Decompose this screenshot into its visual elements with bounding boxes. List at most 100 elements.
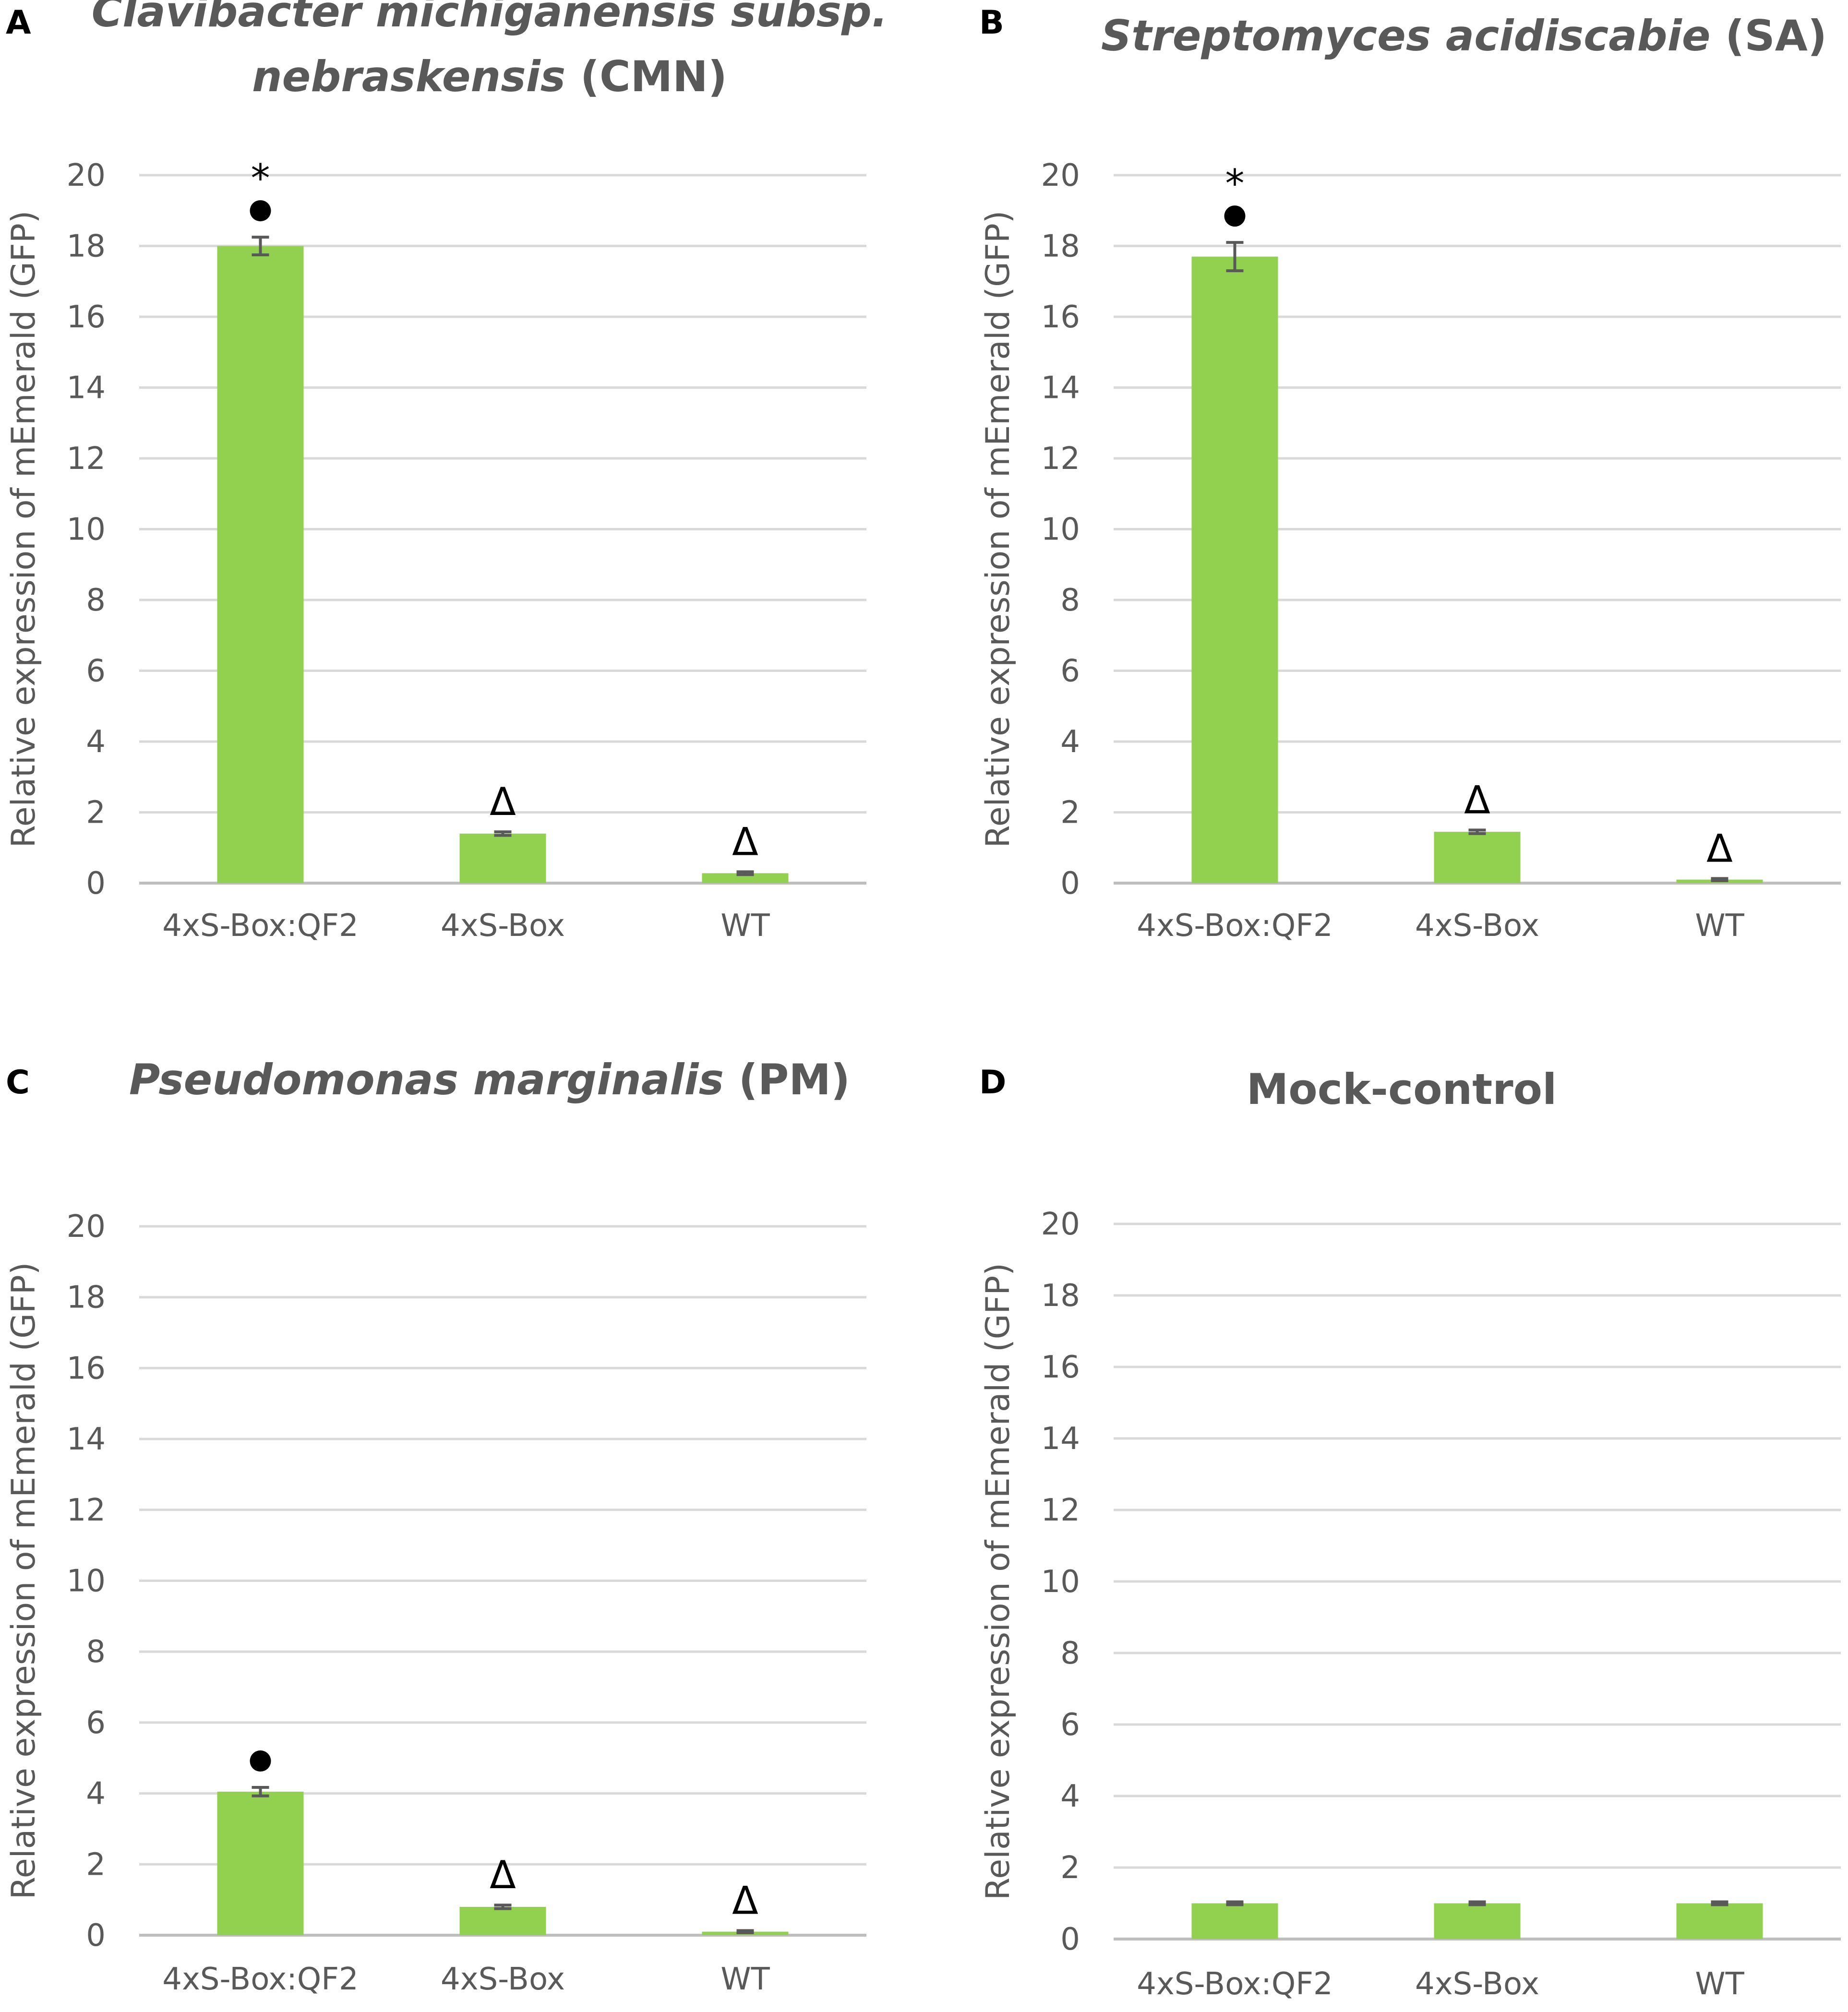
significance-dot bbox=[250, 200, 271, 222]
title-italic-part: Pseudomonas marginalis bbox=[129, 1055, 724, 1104]
y-tick-label: 16 bbox=[67, 299, 106, 335]
significance-dot bbox=[250, 1750, 271, 1772]
significance-mark: Δ bbox=[490, 1853, 516, 1897]
category-label: WT bbox=[1695, 908, 1744, 944]
bar bbox=[217, 246, 304, 883]
category-label: WT bbox=[720, 908, 770, 944]
y-axis-label: Relative expression of mEmerald (GFP) bbox=[979, 1263, 1017, 1900]
y-tick-label: 6 bbox=[1060, 1707, 1080, 1743]
y-tick-label: 0 bbox=[86, 866, 106, 901]
category-label: 4xS-Box bbox=[1415, 1966, 1539, 2002]
chart-title-line: Clavibacter michiganensis subsp. bbox=[92, 0, 888, 36]
title-italic-part: nebraskensis bbox=[252, 52, 565, 101]
title-suffix: (CMN) bbox=[565, 52, 727, 101]
chart-title: Mock-control bbox=[1247, 1065, 1557, 1114]
chart-title-line: nebraskensis (CMN) bbox=[252, 52, 727, 101]
y-tick-label: 4 bbox=[86, 724, 106, 760]
y-tick-label: 6 bbox=[1060, 654, 1080, 689]
panel-label: C bbox=[6, 1064, 30, 1102]
y-tick-label: 8 bbox=[86, 1634, 106, 1670]
y-tick-label: 10 bbox=[1041, 1564, 1080, 1600]
y-axis-label: Relative expression of mEmerald (GFP) bbox=[979, 211, 1017, 848]
title-suffix: (SA) bbox=[1711, 11, 1827, 60]
category-label: 4xS-Box bbox=[441, 1962, 565, 1997]
category-label: WT bbox=[720, 1962, 770, 1997]
significance-mark: * bbox=[251, 156, 270, 201]
y-tick-label: 16 bbox=[1041, 299, 1080, 335]
y-tick-label: 8 bbox=[1060, 583, 1080, 618]
y-tick-label: 10 bbox=[67, 512, 106, 548]
y-tick-label: 10 bbox=[1041, 512, 1080, 548]
y-tick-label: 12 bbox=[1041, 1493, 1080, 1528]
title-italic-part: Clavibacter michiganensis subsp. bbox=[92, 0, 888, 36]
panel-c: C Pseudomonas marginalis (PM) 0 2 4 6 8 10 12 14 1… bbox=[5, 1055, 866, 1997]
y-tick-label: 0 bbox=[86, 1918, 106, 1953]
title-suffix: (PM) bbox=[724, 1055, 850, 1104]
y-tick-label: 0 bbox=[1060, 1922, 1080, 1957]
y-axis-label: Relative expression of mEmerald (GFP) bbox=[5, 211, 43, 848]
bar bbox=[459, 833, 546, 883]
y-tick-label: 2 bbox=[1060, 795, 1080, 831]
significance-mark: * bbox=[1225, 161, 1245, 206]
y-tick-label: 18 bbox=[1041, 229, 1080, 264]
significance-mark: Δ bbox=[1464, 778, 1490, 822]
y-tick-label: 0 bbox=[1060, 866, 1080, 901]
y-tick-label: 6 bbox=[86, 654, 106, 689]
significance-mark: Δ bbox=[732, 1878, 758, 1923]
panel-d: D Mock-control 0 2 4 6 8 10 12 14 16 18 20 Relative e… bbox=[979, 1064, 1841, 2002]
y-tick-label: 12 bbox=[67, 1493, 106, 1528]
y-tick-label: 12 bbox=[67, 441, 106, 477]
y-tick-label: 18 bbox=[67, 229, 106, 264]
y-tick-label: 2 bbox=[86, 795, 106, 831]
y-tick-label: 14 bbox=[67, 1422, 106, 1457]
y-tick-label: 18 bbox=[1041, 1278, 1080, 1314]
y-axis-label: Relative expression of mEmerald (GFP) bbox=[5, 1262, 43, 1900]
y-tick-label: 12 bbox=[1041, 441, 1080, 477]
y-tick-label: 14 bbox=[1041, 1421, 1080, 1457]
panel-label: A bbox=[6, 4, 31, 42]
y-tick-label: 6 bbox=[86, 1705, 106, 1741]
y-tick-label: 20 bbox=[67, 1209, 106, 1245]
panel-b: B Streptomyces acidiscabie (SA) 0 2 4 6 8 10 12 1… bbox=[979, 4, 1841, 944]
category-label: 4xS-Box bbox=[441, 908, 565, 944]
bar bbox=[702, 873, 789, 883]
significance-mark: Δ bbox=[732, 819, 758, 864]
category-label: 4xS-Box:QF2 bbox=[162, 1962, 358, 1997]
y-tick-label: 14 bbox=[1041, 371, 1080, 406]
bar bbox=[1434, 832, 1521, 883]
bar bbox=[217, 1791, 304, 1935]
title-italic-part: Streptomyces acidiscabie bbox=[1101, 11, 1711, 60]
panel-label: B bbox=[979, 4, 1004, 42]
y-tick-label: 8 bbox=[1060, 1636, 1080, 1671]
category-label: 4xS-Box:QF2 bbox=[1137, 1966, 1332, 2002]
bar bbox=[1191, 1903, 1278, 1939]
y-tick-label: 14 bbox=[67, 371, 106, 406]
y-tick-label: 4 bbox=[1060, 724, 1080, 760]
bar bbox=[1676, 1903, 1763, 1939]
y-tick-label: 8 bbox=[86, 583, 106, 618]
y-tick-label: 4 bbox=[86, 1776, 106, 1812]
bar bbox=[459, 1906, 546, 1935]
y-tick-label: 10 bbox=[67, 1564, 106, 1599]
category-label: WT bbox=[1695, 1966, 1744, 2002]
y-tick-label: 16 bbox=[1041, 1350, 1080, 1385]
bar bbox=[1191, 256, 1278, 883]
panel-label: D bbox=[979, 1064, 1006, 1102]
bar bbox=[1434, 1903, 1521, 1939]
y-tick-label: 18 bbox=[67, 1280, 106, 1316]
chart-title-line: Pseudomonas marginalis (PM) bbox=[129, 1055, 850, 1104]
y-tick-label: 20 bbox=[67, 158, 106, 193]
significance-mark: Δ bbox=[1706, 826, 1733, 871]
chart-title-line: Streptomyces acidiscabie (SA) bbox=[1101, 11, 1827, 60]
significance-dot bbox=[1224, 205, 1246, 227]
category-label: 4xS-Box bbox=[1415, 908, 1539, 944]
panel-a: A Clavibacter michiganensis subsp. nebrask… bbox=[5, 0, 888, 944]
y-tick-label: 2 bbox=[1060, 1850, 1080, 1886]
y-tick-label: 20 bbox=[1041, 1207, 1080, 1242]
y-tick-label: 16 bbox=[67, 1351, 106, 1386]
y-tick-label: 2 bbox=[86, 1847, 106, 1882]
y-tick-label: 20 bbox=[1041, 158, 1080, 193]
significance-mark: Δ bbox=[490, 779, 516, 824]
y-tick-label: 4 bbox=[1060, 1779, 1080, 1814]
